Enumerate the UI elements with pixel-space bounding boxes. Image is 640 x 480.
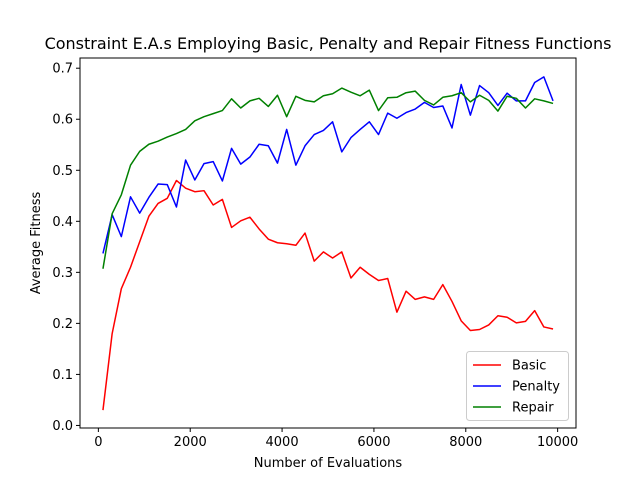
y-tick-label: 0.7 — [52, 62, 73, 77]
x-tick-label: 6000 — [357, 435, 390, 450]
x-axis: 0 2000 4000 6000 8000 10000 — [94, 428, 578, 450]
y-tick-label: 0.3 — [52, 266, 73, 281]
legend-label-penalty: Penalty — [512, 380, 560, 395]
y-tick-label: 0.1 — [52, 368, 73, 383]
y-tick-label: 0.4 — [52, 215, 73, 230]
legend: Basic Penalty Repair — [466, 351, 569, 421]
x-axis-label: Number of Evaluations — [254, 456, 403, 471]
y-tick-label: 0.5 — [52, 164, 73, 179]
x-tick-label: 10000 — [537, 435, 578, 450]
legend-frame — [466, 351, 569, 421]
series-line-basic — [102, 179, 554, 411]
plot-area-frame — [79, 57, 577, 429]
legend-label-basic: Basic — [512, 359, 546, 374]
series-layer — [102, 76, 554, 411]
series-line-penalty — [102, 76, 554, 254]
x-tick-label: 8000 — [449, 435, 482, 450]
chart-title: Constraint E.A.s Employing Basic, Penalt… — [45, 34, 612, 53]
y-axis: 0.0 0.1 0.2 0.3 0.4 0.5 0.6 0.7 — [52, 62, 80, 434]
series-line-repair — [102, 87, 554, 269]
y-tick-label: 0.0 — [52, 419, 73, 434]
legend-label-repair: Repair — [512, 401, 554, 416]
y-axis-label: Average Fitness — [29, 192, 44, 295]
x-tick-label: 2000 — [174, 435, 207, 450]
y-tick-label: 0.6 — [52, 113, 73, 128]
x-tick-label: 0 — [94, 435, 102, 450]
x-tick-label: 4000 — [266, 435, 299, 450]
y-tick-label: 0.2 — [52, 317, 73, 332]
